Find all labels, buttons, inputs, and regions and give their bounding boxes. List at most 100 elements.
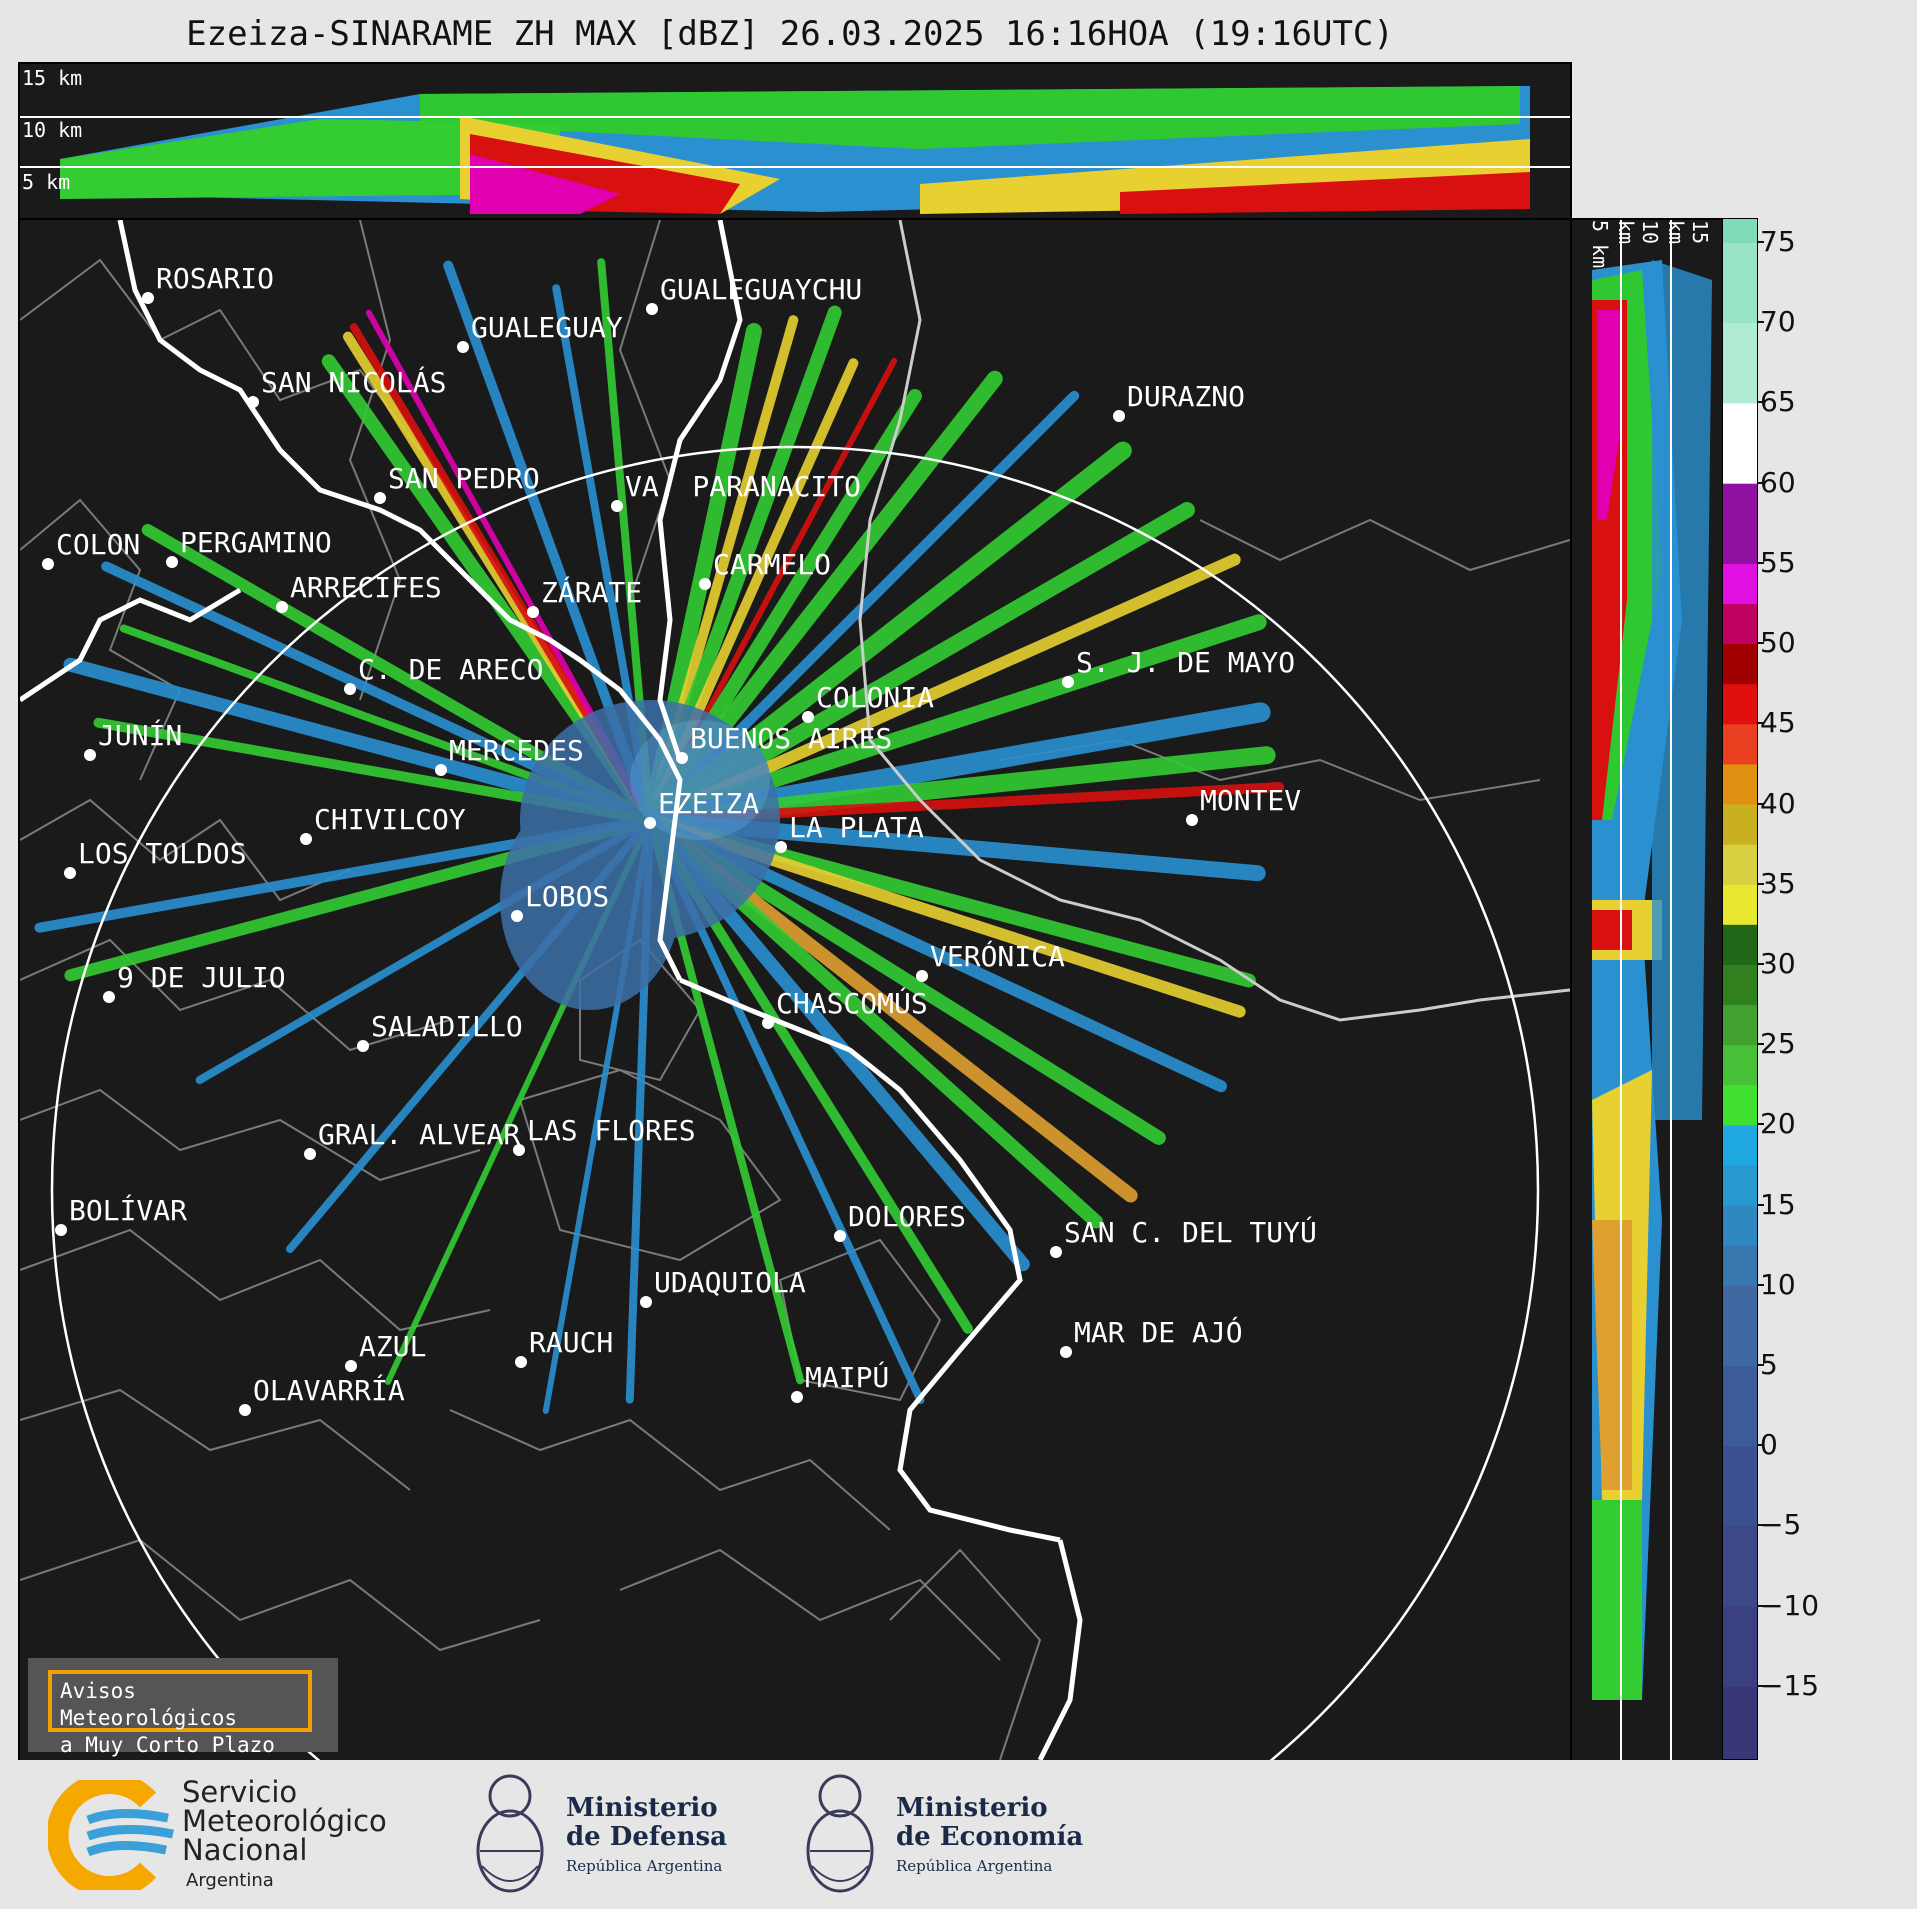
colorbar-band — [1723, 1205, 1757, 1247]
range-ring — [50, 445, 1540, 1760]
colorbar-band — [1723, 219, 1757, 245]
colorbar-band — [1723, 644, 1757, 686]
colorbar-band — [1723, 483, 1757, 565]
city-marker — [515, 1356, 527, 1368]
colorbar-tick-mark — [1757, 882, 1764, 885]
radar-map-panel[interactable]: ROSARIO GUALEGUAYCHU GUALEGUAY SAN NICOLÁS D… — [18, 218, 1572, 1762]
economia-sub: República Argentina — [896, 1857, 1053, 1875]
city-marker — [1113, 410, 1125, 422]
city-marker — [916, 970, 928, 982]
colorbar-band — [1723, 243, 1757, 325]
city-label: S. J. DE MAYO — [1076, 646, 1296, 679]
colorbar-band — [1723, 1005, 1757, 1047]
city-marker — [344, 683, 356, 695]
colorbar-tick-label: 15 — [1760, 1187, 1796, 1221]
city-label: COLON — [56, 528, 141, 561]
city-marker — [239, 1404, 251, 1416]
city-marker — [791, 1391, 803, 1403]
city-label: MAR DE AJÓ — [1074, 1316, 1243, 1349]
colorbar-tick-mark — [1757, 1123, 1764, 1126]
colorbar-tick-mark — [1757, 1203, 1764, 1206]
city-label: GUALEGUAYCHU — [660, 273, 863, 306]
colorbar-tick-mark — [1757, 642, 1764, 645]
colorbar-tick-mark — [1757, 401, 1764, 404]
avisos-line2: a Muy Corto Plazo — [60, 1733, 275, 1757]
city-label: VERÓNICA — [930, 940, 1065, 973]
colorbar-tick-mark — [1757, 1363, 1764, 1366]
city-label: BUENOS AIRES — [690, 722, 893, 755]
city-label: 9 DE JULIO — [117, 961, 286, 994]
city-label: PERGAMINO — [180, 526, 332, 559]
colorbar-tick-mark — [1757, 1043, 1764, 1046]
city-marker — [166, 556, 178, 568]
avisos-line1: Avisos Meteorológicos — [60, 1679, 238, 1730]
smn-country: Argentina — [186, 1870, 274, 1891]
city-label: MAIPÚ — [805, 1361, 890, 1394]
city-marker — [611, 500, 623, 512]
city-marker — [55, 1224, 67, 1236]
city-marker — [374, 492, 386, 504]
colorbar-tick-mark — [1757, 481, 1764, 484]
colorbar-tick-label: −15 — [1760, 1668, 1820, 1702]
colorbar-tick-label: 60 — [1760, 465, 1796, 499]
city-label: CHASCOMÚS — [776, 987, 928, 1020]
city-label: ARRECIFES — [290, 571, 442, 604]
side-altitude-label: 15 km — [1664, 220, 1712, 245]
colorbar-band — [1723, 1606, 1757, 1688]
city-label: LAS FLORES — [527, 1114, 696, 1147]
colorbar-band — [1723, 804, 1757, 846]
city-marker — [300, 833, 312, 845]
city-label: CHIVILCOY — [314, 803, 466, 836]
colorbar-band — [1723, 403, 1757, 485]
side-cross-section-plot — [1592, 220, 1712, 1760]
side-altitude-label: 5 km — [1588, 220, 1612, 269]
colorbar-tick-label: 75 — [1760, 225, 1796, 259]
colorbar-tick-mark — [1757, 1283, 1764, 1286]
colorbar-tick-label: 5 — [1760, 1347, 1778, 1381]
colorbar-tick-mark — [1757, 1604, 1764, 1607]
city-label: SAN PEDRO — [388, 462, 540, 495]
city-marker — [834, 1230, 846, 1242]
colorbar-tick-label: 45 — [1760, 706, 1796, 740]
colorbar-band — [1723, 1165, 1757, 1207]
colorbar-tick-label: 25 — [1760, 1027, 1796, 1061]
coastline — [20, 220, 1083, 1760]
city-marker — [527, 606, 539, 618]
city-label: OLAVARRÍA — [253, 1374, 405, 1407]
colorbar-tick-mark — [1757, 962, 1764, 965]
city-label: EZEIZA — [658, 787, 760, 820]
city-label: LA PLATA — [789, 811, 924, 844]
colorbar-tick-label: 50 — [1760, 626, 1796, 660]
city-label: ROSARIO — [156, 262, 275, 295]
radar-map — [20, 220, 1570, 1760]
colorbar-band — [1723, 1045, 1757, 1087]
city-marker — [457, 341, 469, 353]
economia-seal-icon — [806, 1774, 874, 1893]
colorbar-tick-label: −10 — [1760, 1588, 1820, 1622]
colorbar-band — [1723, 1526, 1757, 1608]
city-label: LOS TOLDOS — [78, 837, 247, 870]
colorbar-band — [1723, 1285, 1757, 1367]
city-marker — [357, 1040, 369, 1052]
chart-title: Ezeiza-SINARAME ZH MAX [dBZ] 26.03.2025 … — [186, 14, 1394, 54]
colorbar-tick-label: 70 — [1760, 305, 1796, 339]
colorbar-band — [1723, 964, 1757, 1007]
city-marker — [84, 749, 96, 761]
economia-line1: Ministerio — [896, 1793, 1048, 1823]
city-label: AZUL — [359, 1330, 427, 1363]
city-label: LOBOS — [525, 880, 610, 913]
colorbar-tick-label: −5 — [1760, 1508, 1802, 1542]
colorbar-tick-label: 30 — [1760, 946, 1796, 980]
city-label: JUNÍN — [98, 719, 183, 752]
city-marker — [1050, 1246, 1062, 1258]
top-altitude-label: 10 km — [22, 118, 83, 142]
city-marker — [1186, 814, 1198, 826]
colorbar-band — [1723, 604, 1757, 646]
city-marker — [775, 841, 787, 853]
footer: Servicio Meteorológico Nacional Argentin… — [0, 1760, 1917, 1909]
colorbar-band — [1723, 1245, 1757, 1287]
colorbar — [1722, 218, 1758, 1760]
colorbar-tick-label: 10 — [1760, 1267, 1796, 1301]
smn-logo-icon — [48, 1780, 174, 1890]
avisos-banner[interactable]: Avisos Meteorológicos a Muy Corto Plazo — [28, 1658, 338, 1757]
